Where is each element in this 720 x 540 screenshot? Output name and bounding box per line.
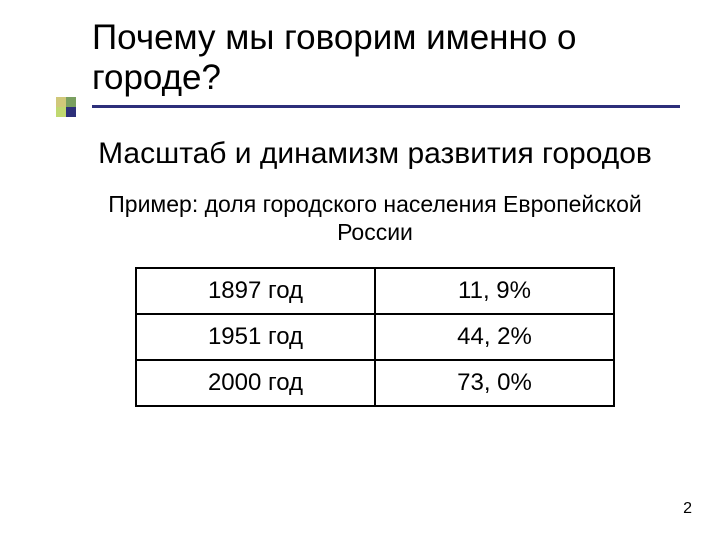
caption: Пример: доля городского населения Европе… <box>90 190 660 248</box>
accent-sq-tr <box>66 97 76 107</box>
data-table: 1897 год 11, 9% 1951 год 44, 2% 2000 год… <box>135 267 615 407</box>
page-number: 2 <box>683 500 692 518</box>
body-area: Масштаб и динамизм развития городов Прим… <box>0 114 720 408</box>
table-cell-year: 1951 год <box>136 314 375 360</box>
accent-sq-tl <box>56 97 66 107</box>
table-row: 1897 год 11, 9% <box>136 268 614 314</box>
title-block: Почему мы говорим именно о городе? <box>0 0 720 114</box>
title-underline <box>92 105 680 108</box>
table-row: 2000 год 73, 0% <box>136 360 614 406</box>
table-cell-value: 73, 0% <box>375 360 614 406</box>
slide: Почему мы говорим именно о городе? Масшт… <box>0 0 720 540</box>
slide-title: Почему мы говорим именно о городе? <box>92 18 680 99</box>
accent-sq-bl <box>56 107 66 117</box>
subtitle: Масштаб и динамизм развития городов <box>90 136 660 172</box>
table-cell-year: 1897 год <box>136 268 375 314</box>
accent-sq-br <box>66 107 76 117</box>
table-row: 1951 год 44, 2% <box>136 314 614 360</box>
table-cell-value: 11, 9% <box>375 268 614 314</box>
table-cell-year: 2000 год <box>136 360 375 406</box>
table-cell-value: 44, 2% <box>375 314 614 360</box>
corner-accent-icon <box>56 97 76 117</box>
